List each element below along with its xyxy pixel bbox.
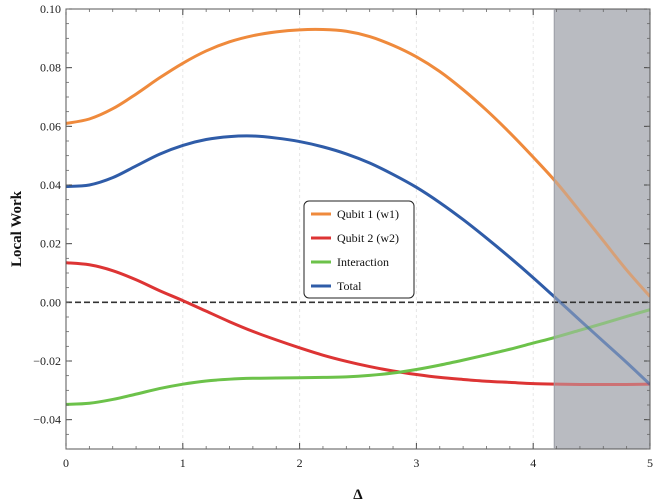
axes: 0 1 2 3 4 5 −0.04 −0.02 0.00 0.02 0.04 0.06 0.08 0.10 [33, 2, 653, 470]
shaded-region [554, 9, 650, 449]
legend: Qubit 1 (w1) Qubit 2 (w2) Interaction Total [303, 200, 415, 299]
x-tick-label: 5 [647, 456, 653, 470]
y-tick-label: −0.04 [33, 413, 61, 427]
legend-entry: Total [337, 279, 362, 293]
y-tick-label: 0.02 [40, 237, 61, 251]
legend-box [303, 200, 415, 299]
x-tick-label: 4 [530, 456, 536, 470]
legend-entry: Qubit 2 (w2) [337, 231, 399, 245]
series-line-total [66, 134, 555, 299]
series-line-qubit-2-w2 [66, 261, 555, 386]
x-axis-label: Δ [353, 487, 363, 503]
x-tick-label: 0 [63, 456, 69, 470]
y-tick-label: 0.00 [40, 295, 61, 309]
x-tick-label: 3 [413, 456, 419, 470]
x-tick-label: 2 [297, 456, 303, 470]
y-tick-label: 0.08 [40, 61, 61, 75]
y-tick-label: 0.04 [40, 178, 61, 192]
y-tick-label: 0.06 [40, 119, 61, 133]
y-tick-label: −0.02 [33, 354, 61, 368]
y-tick-label: 0.10 [40, 2, 61, 16]
x-tick-label: 1 [180, 456, 186, 470]
legend-entry: Interaction [337, 255, 389, 269]
series-line-interaction [66, 336, 555, 406]
y-axis-label: Local Work [9, 190, 25, 267]
series-line-qubit-1-w1 [66, 27, 555, 183]
legend-entry: Qubit 1 (w1) [337, 207, 399, 221]
